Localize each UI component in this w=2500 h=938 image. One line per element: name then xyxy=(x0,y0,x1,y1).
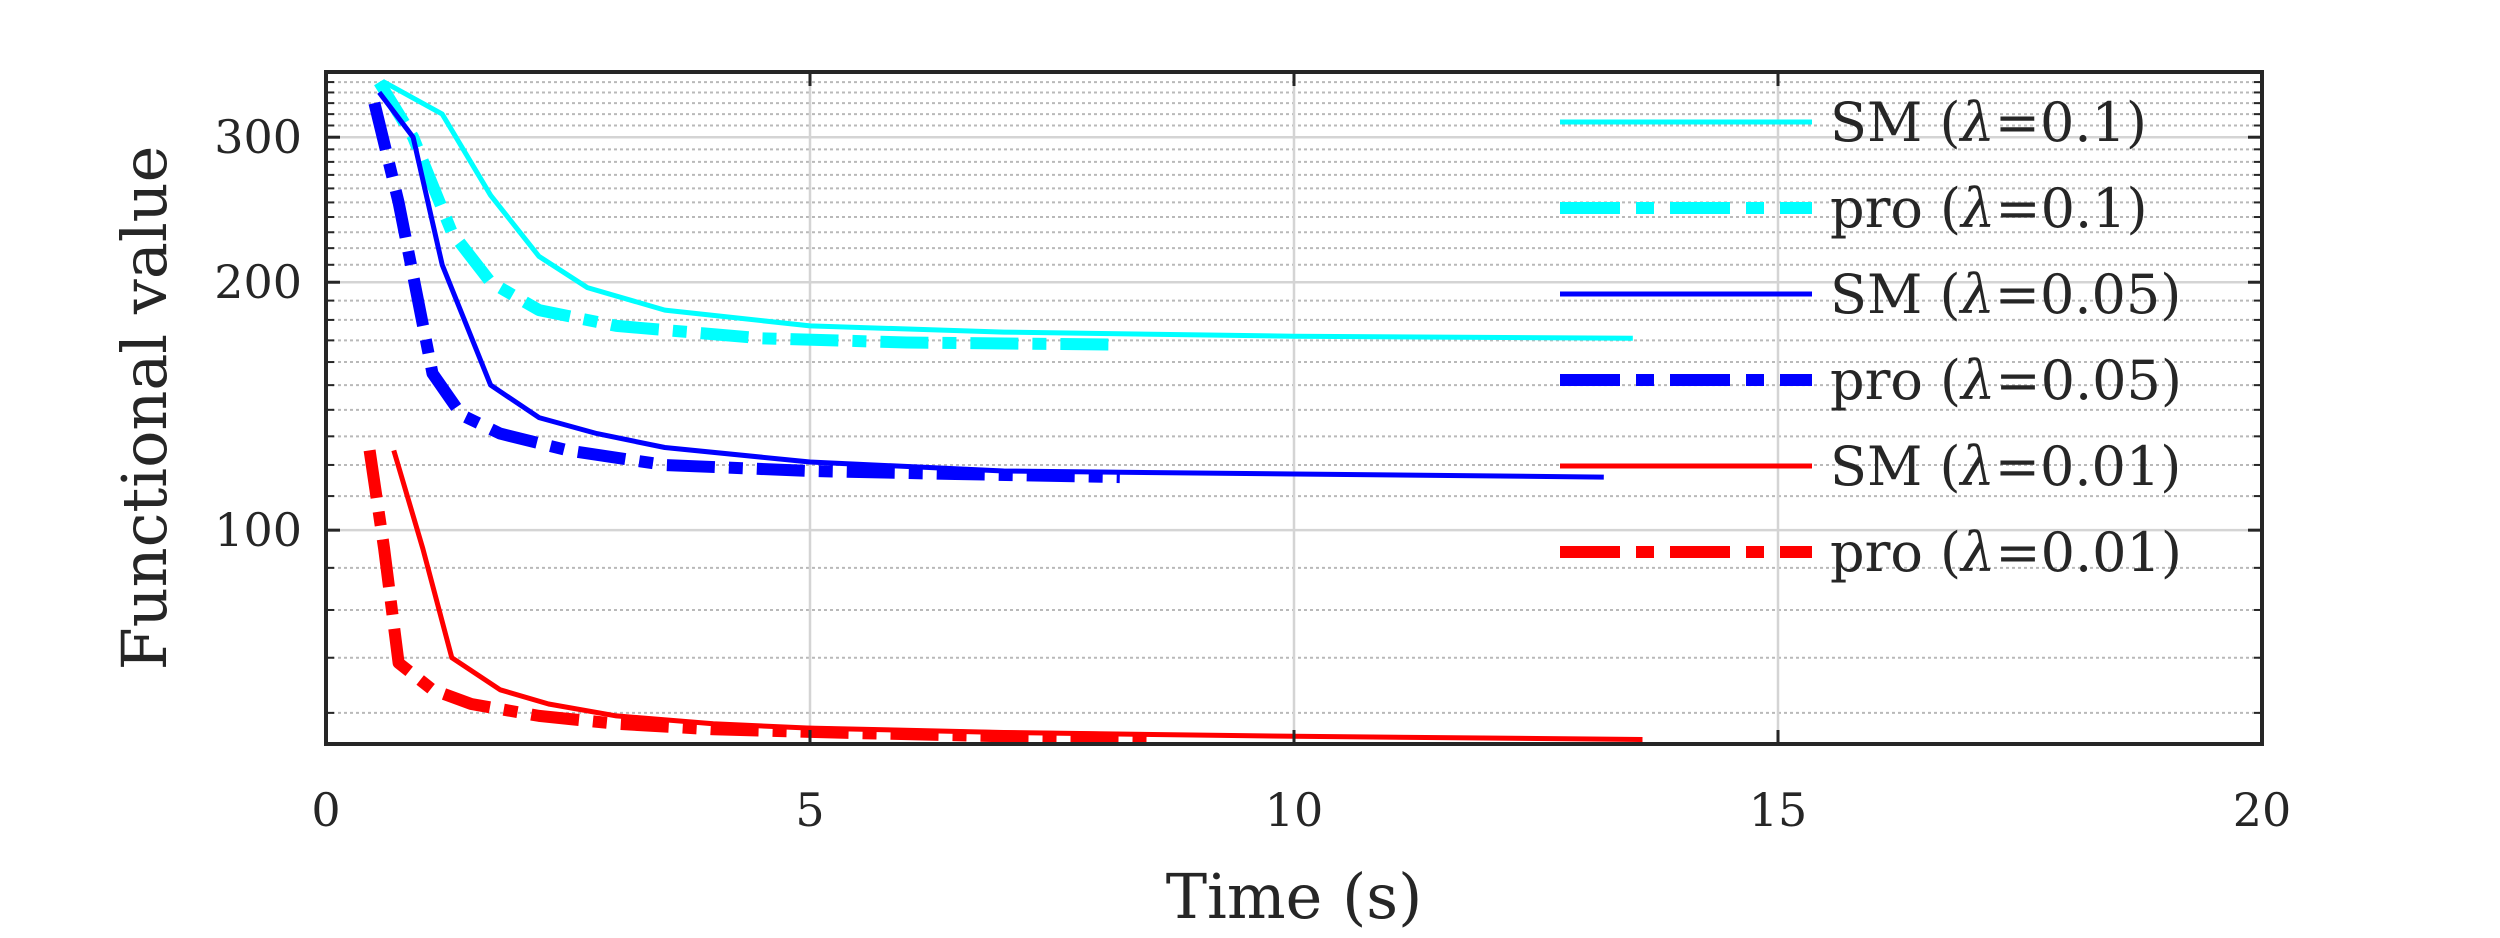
y-tick-label: 300 xyxy=(214,110,302,164)
legend-entry-3: SM (λ=0.05) xyxy=(1830,263,2181,326)
x-axis-label: Time (s) xyxy=(1166,860,1423,933)
legend-entry-6: pro (λ=0.01) xyxy=(1830,521,2182,584)
series-line-2 xyxy=(374,78,1120,351)
x-tick-label: 0 xyxy=(311,783,340,837)
series-line-4 xyxy=(368,101,1120,484)
series-line-6 xyxy=(363,449,1149,745)
y-tick-label: 100 xyxy=(214,503,302,557)
series-line-1 xyxy=(382,79,1633,341)
x-tick-label: 5 xyxy=(795,783,824,837)
x-tick-label: 20 xyxy=(2233,783,2292,837)
legend-entry-2: pro (λ=0.1) xyxy=(1830,177,2148,240)
x-tick-label: 10 xyxy=(1265,783,1324,837)
series-layer xyxy=(363,78,1643,745)
y-axis-label: Functional value xyxy=(108,146,181,671)
x-tick-label: 15 xyxy=(1749,783,1808,837)
legend-entry-5: SM (λ=0.01) xyxy=(1830,435,2181,498)
legend-entry-4: pro (λ=0.05) xyxy=(1830,349,2182,412)
legend-entry-1: SM (λ=0.1) xyxy=(1830,91,2147,154)
legend: SM (λ=0.1) pro (λ=0.1) SM (λ=0.05) pro (λ=0… xyxy=(1560,91,2182,584)
y-tick-label: 200 xyxy=(214,255,302,309)
series-line-5 xyxy=(391,449,1643,742)
tick-layer: 0 5 10 15 20 100 200 300 xyxy=(214,72,2291,837)
